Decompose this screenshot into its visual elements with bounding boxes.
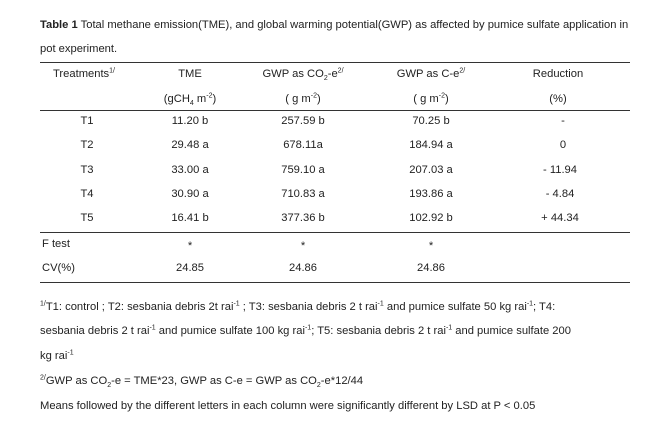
stat-gwp-co2: 24.86 (289, 262, 317, 274)
table-cell-reduction: - 4.84 (545, 188, 575, 200)
header-gwp-co2-unit: ( g m-2) (285, 92, 321, 105)
table-cell-tme: 30.90 a (171, 188, 209, 200)
table-cell-gwp-c: 102.92 b (409, 212, 453, 224)
table-cell-treatment: T1 (80, 115, 94, 127)
table-cell-gwp-c: 193.86 a (409, 188, 453, 200)
table-cell-reduction: - (561, 115, 565, 127)
header-tme: TME (178, 68, 202, 80)
table-cell-reduction: - 11.94 (543, 164, 577, 176)
header-treatments: Treatments1/ (52, 67, 116, 80)
footnote-1-line-2: sesbania debris 2 t rai-1 and pumice sul… (40, 324, 571, 337)
table-cell-treatment: T4 (80, 188, 94, 200)
header-gwp-c-unit: ( g m-2) (413, 92, 449, 105)
table-cell-gwp-c: 207.03 a (409, 164, 453, 176)
header-tme-unit: (gCH4 m-2) (163, 92, 217, 108)
table-cell-gwp-co2: 710.83 a (281, 188, 325, 200)
stat-tme: * (187, 240, 193, 252)
table-cell-gwp-co2: 257.59 b (281, 115, 325, 127)
footnote-3: Means followed by the different letters … (40, 400, 536, 412)
table-cell-reduction: + 44.34 (541, 212, 579, 224)
table-cell-gwp-c: 70.25 b (412, 115, 450, 127)
table-cell-tme: 29.48 a (171, 139, 209, 151)
table-cell-gwp-co2: 377.36 b (281, 212, 325, 224)
table-cell-gwp-c: 184.94 a (409, 139, 453, 151)
caption-text: Total methane emission(TME), and global … (40, 19, 629, 55)
stat-gwp-c: * (428, 240, 434, 252)
header-reduction: Reduction (532, 68, 584, 80)
footnote-1-line-3: kg rai-1 (40, 349, 74, 362)
header-reduction-unit: (%) (549, 93, 567, 105)
bottom-rule (40, 282, 630, 283)
table-cell-gwp-co2: 678.11a (283, 139, 323, 151)
stat-gwp-co2: * (300, 240, 306, 252)
header-rule (40, 110, 630, 111)
footnote-2: 2/GWP as CO2-e = TME*23, GWP as C-e = GW… (40, 374, 364, 390)
header-gwp-co2: GWP as CO2-e2/ (262, 67, 344, 83)
header-gwp-c: GWP as C-e2/ (396, 67, 466, 80)
footnote-1-line-1: 1/T1: control ; T2: sesbania debris 2t r… (40, 300, 556, 313)
stat-tme: 24.85 (176, 262, 204, 274)
stat-gwp-c: 24.86 (417, 262, 445, 274)
table-cell-treatment: T3 (80, 164, 94, 176)
table-cell-tme: 33.00 a (171, 164, 209, 176)
table-cell-reduction: 0 (559, 139, 567, 151)
caption-label: Table 1 (40, 19, 78, 31)
body-rule (40, 232, 630, 233)
table-caption: Table 1 Total methane emission(TME), and… (40, 13, 640, 61)
table-cell-tme: 16.41 b (171, 212, 209, 224)
stat-label: F test (42, 238, 70, 250)
table-cell-tme: 11.20 b (171, 115, 209, 127)
table-cell-treatment: T5 (80, 212, 94, 224)
table-cell-gwp-co2: 759.10 a (281, 164, 325, 176)
stat-label: CV(%) (42, 262, 75, 274)
top-rule (40, 62, 630, 63)
table-cell-treatment: T2 (80, 139, 94, 151)
